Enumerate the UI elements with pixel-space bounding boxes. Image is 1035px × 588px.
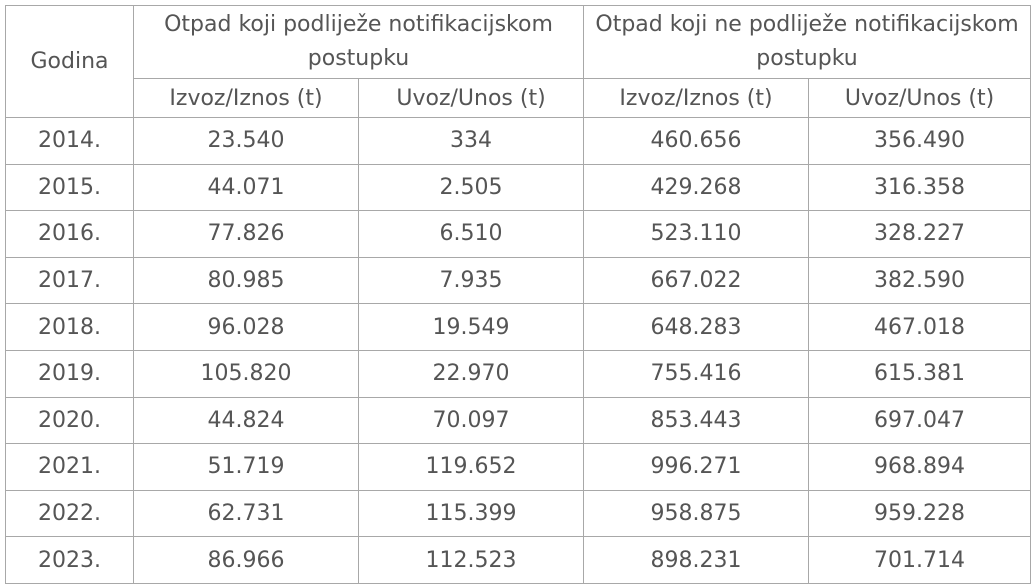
table-row: 2015. 44.071 2.505 429.268 316.358: [5, 163, 1032, 212]
table-row: 2014. 23.540 334 460.656 356.490: [5, 117, 1032, 165]
notified-import-cell: 334: [357, 117, 585, 165]
not-notified-import-cell: 959.228: [808, 489, 1032, 538]
table-row: 2018. 96.028 19.549 648.283 467.018: [5, 303, 1032, 351]
header-row-groups: Godina Otpad koji podliježe notifikacijs…: [5, 5, 1032, 118]
not-notified-import-header: Uvoz/Unos (t): [808, 78, 1032, 118]
not-notified-export-cell: 853.443: [583, 396, 810, 445]
notified-export-cell: 96.028: [133, 303, 359, 351]
table-row: 2022. 62.731 115.399 958.875 959.228: [5, 489, 1032, 538]
notified-export-cell: 80.985: [133, 256, 359, 305]
not-notified-export-cell: 898.231: [583, 536, 810, 584]
year-cell: 2021.: [5, 443, 134, 491]
not-notified-export-cell: 958.875: [583, 489, 810, 538]
not-notified-export-cell: 667.022: [583, 256, 810, 305]
table-row: 2023. 86.966 112.523 898.231 701.714: [5, 536, 1032, 584]
notified-export-cell: 105.820: [133, 349, 359, 398]
not-notified-export-cell: 429.268: [583, 163, 810, 212]
year-cell: 2022.: [5, 489, 134, 538]
notified-import-cell: 6.510: [357, 210, 585, 258]
not-notified-export-cell: 460.656: [583, 117, 810, 165]
notified-export-cell: 62.731: [133, 489, 359, 538]
not-notified-export-cell: 648.283: [583, 303, 810, 351]
year-cell: 2023.: [5, 536, 134, 584]
year-cell: 2020.: [5, 396, 134, 445]
notified-import-cell: 22.970: [357, 349, 585, 398]
table-body: 2014. 23.540 334 460.656 356.490 2015. 4…: [5, 117, 1032, 584]
not-notified-waste-group-header: Otpad koji ne podliježe notifikacijskom …: [583, 5, 1032, 79]
year-cell: 2019.: [5, 349, 134, 398]
table-row: 2019. 105.820 22.970 755.416 615.381: [5, 349, 1032, 398]
notified-import-cell: 2.505: [357, 163, 585, 212]
notified-import-cell: 7.935: [357, 256, 585, 305]
notified-export-cell: 77.826: [133, 210, 359, 258]
year-cell: 2014.: [5, 117, 134, 165]
table-row: 2020. 44.824 70.097 853.443 697.047: [5, 396, 1032, 445]
notified-export-header: Izvoz/Iznos (t): [133, 78, 359, 118]
notified-waste-group-header: Otpad koji podliježe notifikacijskom pos…: [132, 5, 585, 79]
not-notified-export-cell: 996.271: [583, 443, 810, 491]
not-notified-import-cell: 316.358: [808, 163, 1032, 212]
notified-import-cell: 70.097: [357, 396, 585, 445]
table-row: 2017. 80.985 7.935 667.022 382.590: [5, 256, 1032, 305]
notified-export-cell: 86.966: [133, 536, 359, 584]
not-notified-export-cell: 523.110: [583, 210, 810, 258]
not-notified-import-cell: 382.590: [808, 256, 1032, 305]
year-cell: 2016.: [5, 210, 134, 258]
year-cell: 2018.: [5, 303, 134, 351]
waste-shipment-table: Godina Otpad koji podliježe notifikacijs…: [5, 5, 1032, 584]
table-row: 2021. 51.719 119.652 996.271 968.894: [5, 443, 1032, 491]
not-notified-export-header: Izvoz/Iznos (t): [583, 78, 810, 118]
not-notified-import-cell: 467.018: [808, 303, 1032, 351]
notified-import-header: Uvoz/Unos (t): [357, 78, 585, 118]
year-cell: 2017.: [5, 256, 134, 305]
not-notified-import-cell: 356.490: [808, 117, 1032, 165]
table-row: 2016. 77.826 6.510 523.110 328.227: [5, 210, 1032, 258]
not-notified-import-cell: 701.714: [808, 536, 1032, 584]
notified-export-cell: 44.071: [133, 163, 359, 212]
not-notified-import-cell: 697.047: [808, 396, 1032, 445]
not-notified-import-cell: 328.227: [808, 210, 1032, 258]
notified-import-cell: 112.523: [357, 536, 585, 584]
notified-export-cell: 51.719: [133, 443, 359, 491]
notified-export-cell: 23.540: [133, 117, 359, 165]
not-notified-import-cell: 615.381: [808, 349, 1032, 398]
notified-import-cell: 19.549: [357, 303, 585, 351]
notified-import-cell: 115.399: [357, 489, 585, 538]
header-row-subcolumns: Izvoz/Iznos (t) Uvoz/Unos (t) Izvoz/Izno…: [6, 78, 1032, 118]
not-notified-export-cell: 755.416: [583, 349, 810, 398]
year-cell: 2015.: [5, 163, 134, 212]
notified-export-cell: 44.824: [133, 396, 359, 445]
year-column-header: Godina: [5, 5, 134, 118]
notified-import-cell: 119.652: [357, 443, 585, 491]
not-notified-import-cell: 968.894: [808, 443, 1032, 491]
